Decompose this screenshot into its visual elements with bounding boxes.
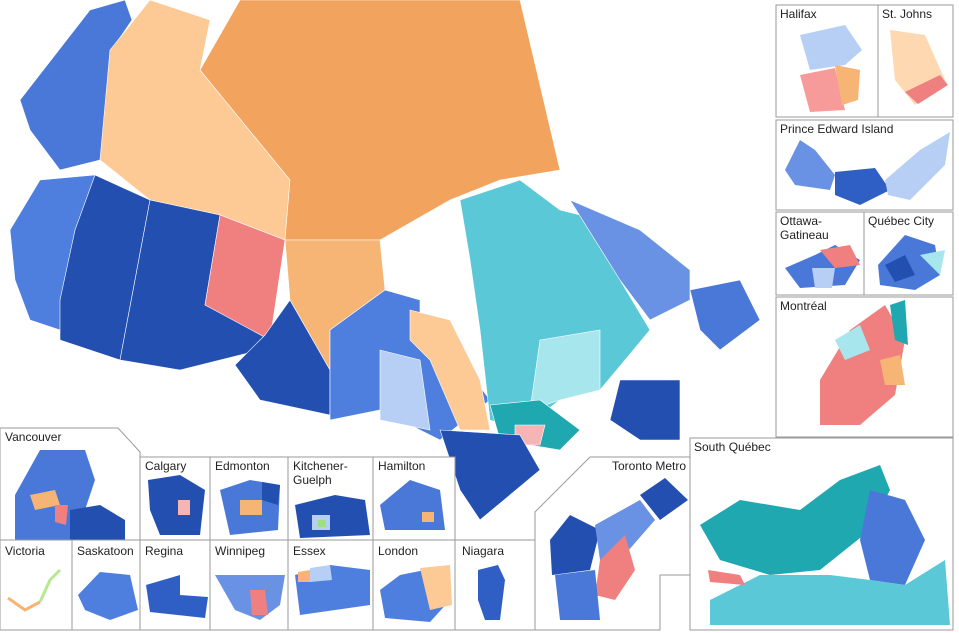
inset-halifax: Halifax (775, 4, 879, 118)
region (812, 268, 835, 288)
region (835, 65, 860, 105)
inset-label: Edmonton (215, 459, 270, 473)
region (595, 535, 635, 600)
inset-winnipeg: Winnipeg (209, 539, 289, 631)
region (146, 575, 208, 618)
inset-label: Kitchener- (293, 459, 348, 473)
region (905, 75, 948, 104)
region (700, 465, 890, 575)
inset-label: Hamilton (378, 459, 425, 473)
region (710, 560, 950, 625)
inset-frame (0, 539, 73, 631)
inset-edmonton: Edmonton (209, 456, 289, 541)
region (148, 475, 205, 535)
region (820, 305, 905, 425)
inset-london: London (372, 539, 456, 631)
inset-label: Gatineau (780, 228, 829, 242)
region (78, 572, 138, 620)
inset-label: Guelph (293, 473, 332, 487)
inset-toronto-metro: Toronto Metro (534, 456, 691, 631)
inset-label: Niagara (462, 544, 504, 558)
region (708, 570, 745, 585)
region (379, 349, 431, 431)
inset-ottawa-gatineau: Ottawa- Gatineau (775, 211, 865, 296)
inset-label: Toronto Metro (612, 459, 686, 473)
inset-st-johns: St. Johns (877, 4, 954, 118)
inset-calgary: Calgary (139, 456, 211, 541)
region (529, 329, 601, 411)
region (318, 520, 326, 527)
inset-essex: Essex (287, 539, 374, 631)
inset-victoria: Victoria (0, 539, 73, 631)
region (689, 279, 761, 351)
inset-label: Victoria (5, 544, 45, 558)
inset-label: Vancouver (5, 430, 61, 444)
region (240, 500, 262, 515)
region (555, 570, 600, 620)
inset-hamilton: Hamilton (372, 456, 456, 541)
region (820, 245, 860, 268)
region (885, 132, 950, 200)
region (478, 565, 505, 620)
inset-label: St. Johns (882, 7, 932, 21)
region (310, 565, 332, 582)
region (178, 500, 190, 515)
inset-niagara: Niagara (454, 539, 536, 631)
inset-label: Essex (293, 544, 326, 558)
inset-kitchener-guelph: Kitchener- Guelph (287, 456, 374, 541)
inset-label: Winnipeg (215, 544, 265, 558)
inset-label: Québec City (868, 214, 934, 228)
region (569, 199, 691, 321)
region (785, 140, 835, 190)
region (298, 570, 310, 582)
region (30, 490, 60, 510)
region (420, 565, 452, 610)
region (920, 250, 945, 275)
region (262, 482, 280, 505)
region (800, 68, 845, 112)
region (55, 505, 68, 525)
region (860, 490, 925, 585)
inset-label: Montréal (780, 299, 827, 313)
region (250, 590, 268, 615)
region (640, 478, 688, 520)
region (409, 309, 491, 431)
region (609, 379, 681, 441)
region (885, 255, 915, 282)
region (439, 429, 541, 521)
inset-south-quebec: South Québec (689, 437, 954, 631)
inset-label: Regina (145, 544, 183, 558)
inset-quebec-city: Québec City (863, 211, 954, 296)
inset-label: London (378, 544, 418, 558)
region (70, 505, 125, 540)
region (890, 300, 908, 345)
inset-pei: Prince Edward Island (775, 119, 954, 211)
region (835, 168, 890, 205)
inset-label: Saskatoon (77, 544, 134, 558)
region (880, 355, 905, 385)
region (422, 512, 434, 522)
canada-main-map (9, 0, 761, 521)
inset-vancouver: Vancouver (0, 427, 141, 541)
inset-saskatoon: Saskatoon (71, 539, 141, 631)
region (550, 515, 600, 575)
region (800, 25, 862, 70)
region (215, 575, 285, 620)
region (835, 325, 870, 360)
region (595, 500, 655, 560)
inset-regina: Regina (139, 539, 211, 631)
region (38, 568, 62, 603)
inset-label: Halifax (780, 7, 817, 21)
region (199, 0, 561, 241)
inset-label: Prince Edward Island (780, 122, 893, 136)
region (7, 596, 41, 612)
inset-montreal: Montréal (775, 296, 954, 438)
inset-label: Calgary (145, 459, 186, 473)
inset-label: Ottawa- (780, 214, 822, 228)
inset-label: South Québec (694, 440, 771, 454)
